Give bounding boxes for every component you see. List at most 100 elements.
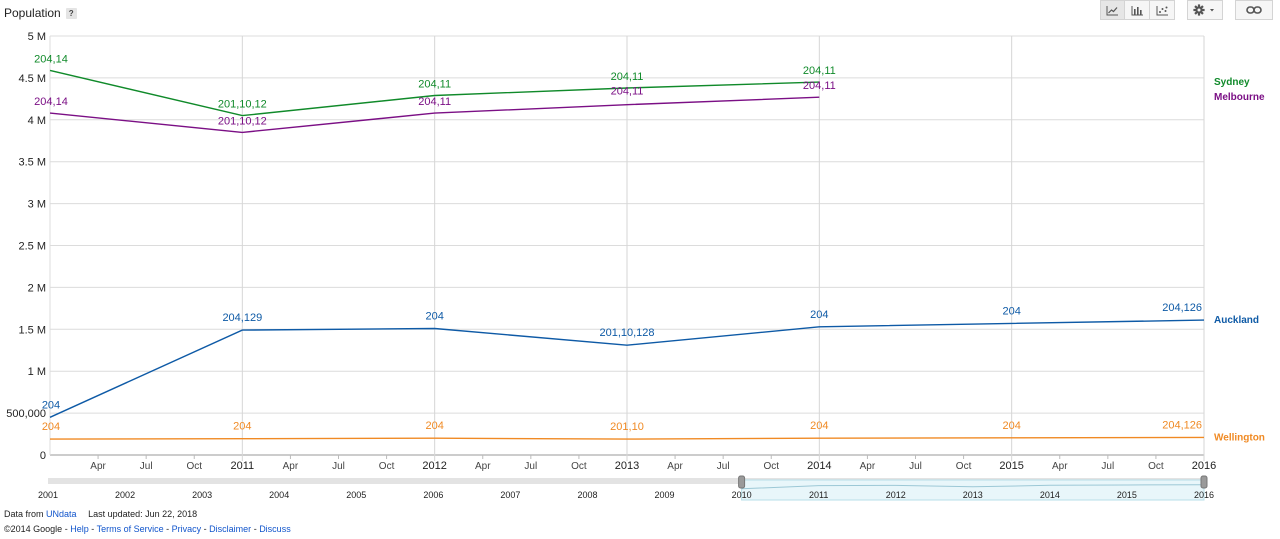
x-tick-label: 2016	[1192, 460, 1216, 472]
data-labels: 204,14 201,10,12 204,11 204,11 204,11 204,14 2…	[34, 53, 1202, 433]
timeline-year-label: 2004	[269, 490, 289, 500]
caret-down-icon	[1210, 9, 1214, 12]
x-month-label: Apr	[1052, 461, 1068, 472]
y-tick-label: 0	[40, 450, 46, 462]
data-label: 201,10	[610, 421, 644, 433]
timeline-handle-left[interactable]	[738, 475, 746, 489]
data-label: 201,10,12	[218, 115, 267, 127]
timeline-year-label: 2011	[809, 490, 828, 500]
link-group	[1235, 0, 1273, 20]
timeline-year-label: 2006	[423, 490, 443, 500]
x-tick-label: 2012	[422, 460, 446, 472]
data-label: 204,11	[803, 65, 836, 77]
series-line-auckland	[49, 319, 1205, 418]
y-tick-label: 1.5 M	[18, 324, 46, 336]
data-source-line: Data from UNdata Last updated: Jun 22, 2…	[4, 509, 197, 519]
data-label: 204,126	[1162, 419, 1202, 431]
x-tick-label: 2014	[807, 460, 831, 472]
data-label: 204	[233, 421, 251, 433]
data-label: 204,11	[611, 86, 644, 98]
legend: Sydney Melbourne Auckland Wellington	[1214, 77, 1265, 443]
data-label: 204,129	[222, 312, 262, 324]
bar-chart-icon	[1131, 5, 1143, 15]
data-label: 204	[1002, 420, 1020, 432]
data-source-link[interactable]: UNdata	[46, 509, 77, 519]
x-month-label: Jul	[1101, 461, 1114, 472]
y-tick-label: 3.5 M	[18, 157, 46, 169]
footer-links: ©2014 Google - Help - Terms of Service -…	[4, 524, 291, 534]
gear-icon	[1193, 4, 1214, 16]
timeline-year-label: 2001	[38, 490, 58, 500]
y-tick-label: 1 M	[28, 366, 46, 378]
x-month-label: Jul	[909, 461, 922, 472]
footer-link-privacy[interactable]: Privacy	[171, 524, 202, 534]
data-label: 201,10,128	[599, 327, 654, 339]
x-tick-label: 2015	[999, 460, 1023, 472]
scatter-chart-button[interactable]	[1150, 0, 1175, 20]
footer-link-terms[interactable]: Terms of Service	[96, 524, 164, 534]
x-tick-label: 2013	[615, 460, 639, 472]
timeline-year-label: 2012	[886, 490, 906, 500]
timeline-year-label: 2009	[655, 490, 675, 500]
link-icon	[1246, 6, 1262, 14]
data-label: 204	[42, 399, 60, 411]
footer-link-help[interactable]: Help	[70, 524, 89, 534]
timeline-mini-line	[741, 484, 1205, 490]
legend-entry-melbourne: Melbourne	[1214, 92, 1265, 103]
timeline-year-label: 2015	[1117, 490, 1137, 500]
timeline-navigator[interactable]: 2001 2002 2003 2004 2005 2006 2007 2008 2009 2010…	[38, 475, 1214, 501]
x-month-label: Jul	[524, 461, 537, 472]
scatter-chart-icon	[1156, 5, 1168, 15]
y-tick-label: 500,000	[6, 408, 46, 420]
timeline-handle-right[interactable]	[1200, 475, 1208, 489]
data-label: 204	[810, 420, 828, 432]
axes: 0 500,000 1 M 1.5 M 2 M 2.5 M 3 M 3.5 M 4 M 4.5 M…	[6, 31, 1216, 472]
footer-link-disclaimer[interactable]: Disclaimer	[209, 524, 252, 534]
data-label: 204,11	[418, 96, 451, 108]
timeline-year-label: 2013	[963, 490, 983, 500]
y-tick-label: 2 M	[28, 282, 46, 294]
chart-header: Population ?	[4, 5, 77, 21]
bar-chart-button[interactable]	[1125, 0, 1150, 20]
chart-type-toggle	[1100, 0, 1175, 20]
timeline-year-label: 2014	[1040, 490, 1060, 500]
x-month-label: Oct	[379, 461, 395, 472]
timeline-track	[48, 478, 1204, 484]
x-month-label: Oct	[571, 461, 587, 472]
x-month-label: Apr	[667, 461, 683, 472]
grid	[49, 35, 1205, 461]
y-tick-label: 3 M	[28, 199, 46, 211]
x-month-label: Apr	[283, 461, 299, 472]
last-updated: Last updated: Jun 22, 2018	[88, 509, 198, 519]
footer-link-discuss[interactable]: Discuss	[259, 524, 291, 534]
help-icon[interactable]: ?	[65, 7, 77, 19]
y-tick-label: 2.5 M	[18, 241, 46, 253]
data-label: 204,11	[418, 78, 451, 90]
x-month-label: Jul	[332, 461, 345, 472]
data-label: 204,11	[611, 71, 644, 83]
series-line-melbourne	[49, 96, 820, 134]
x-month-label: Jul	[717, 461, 730, 472]
timeline-year-label: 2002	[115, 490, 135, 500]
settings-button[interactable]	[1187, 0, 1223, 20]
line-chart-button[interactable]	[1100, 0, 1125, 20]
data-label: 201,10,12	[218, 99, 267, 111]
population-chart: 0 500,000 1 M 1.5 M 2 M 2.5 M 3 M 3.5 M 4 M 4.5 M…	[6, 31, 1265, 501]
y-tick-label: 4 M	[28, 115, 46, 127]
page-title: Population	[4, 6, 61, 20]
data-label: 204	[1002, 305, 1020, 317]
timeline-year-label: 2010	[732, 490, 752, 500]
copyright: ©2014 Google	[4, 524, 63, 534]
data-label: 204	[810, 309, 828, 321]
x-month-label: Oct	[1148, 461, 1164, 472]
data-label: 204,11	[803, 80, 836, 92]
data-label: 204,14	[34, 53, 68, 65]
link-button[interactable]	[1235, 0, 1273, 20]
series-lines	[49, 69, 1205, 440]
y-tick-label: 4.5 M	[18, 73, 46, 85]
data-label: 204	[425, 420, 443, 432]
data-from-label: Data from	[4, 509, 44, 519]
legend-entry-auckland: Auckland	[1214, 315, 1259, 326]
series-line-sydney	[49, 69, 820, 117]
legend-entry-wellington: Wellington	[1214, 432, 1265, 443]
